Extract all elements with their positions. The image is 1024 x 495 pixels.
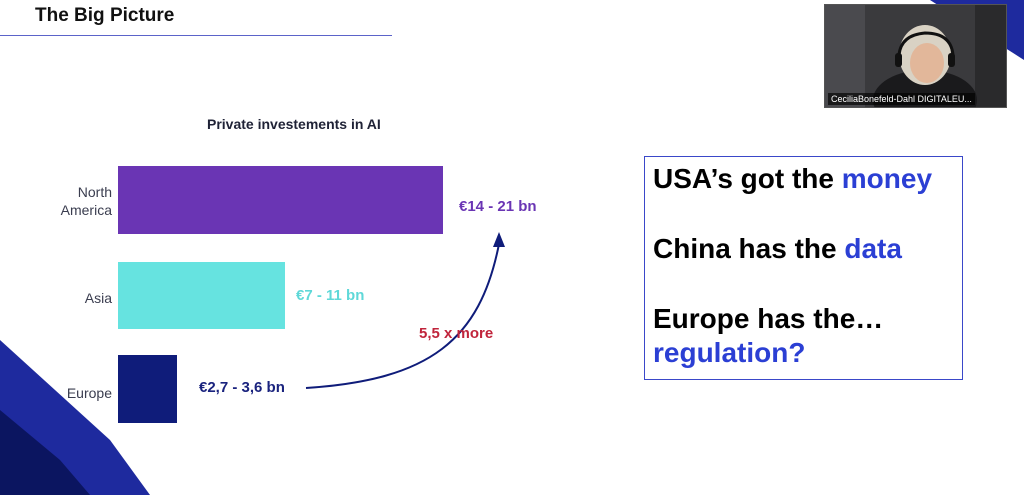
participant-name: CeciliaBonefeld-Dahl DIGITALEU...	[828, 93, 975, 105]
callout-line-china: China has the data	[653, 232, 962, 266]
callout-highlight: money	[841, 163, 933, 194]
category-label-line: Europe	[66, 385, 112, 401]
title-divider	[0, 35, 392, 36]
key-points-callout: USA’s got the money China has the data E…	[644, 156, 963, 380]
participant-video-tile[interactable]: CeciliaBonefeld-Dahl DIGITALEU...	[824, 4, 1007, 108]
callout-line-usa: USA’s got the money	[653, 162, 962, 196]
callout-line-regulation: regulation?	[653, 336, 962, 370]
bar-europe	[118, 355, 177, 423]
chart-title: Private investements in AI	[207, 116, 381, 132]
value-label-europe: €2,7 - 3,6 bn	[199, 379, 285, 396]
value-label-asia: €7 - 11 bn	[296, 287, 365, 304]
callout-text: China has the	[653, 233, 845, 264]
callout-highlight: data	[844, 233, 902, 264]
bar-north-america	[118, 166, 443, 234]
bar-asia	[118, 262, 285, 329]
value-label-north-america: €14 - 21 bn	[459, 198, 537, 215]
category-label-line: Asia	[84, 290, 112, 306]
category-label-europe: Europe	[12, 384, 112, 402]
category-label-asia: Asia	[12, 289, 112, 307]
category-label-line: North	[77, 184, 112, 200]
slide-title: The Big Picture	[35, 5, 175, 26]
callout-text: Europe has the…	[653, 303, 884, 334]
callout-highlight: regulation?	[653, 337, 806, 368]
callout-text: USA’s got the	[653, 163, 842, 194]
callout-line-europe: Europe has the…	[653, 302, 962, 336]
category-label-line: America	[60, 202, 112, 218]
category-label-north-america: North America	[12, 183, 112, 219]
growth-annotation: 5,5 x more	[419, 325, 494, 342]
